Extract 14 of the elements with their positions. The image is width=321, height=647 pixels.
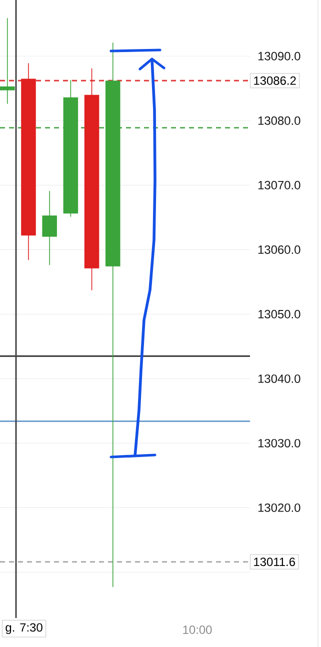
x-tick-label: 10:00	[183, 626, 212, 634]
y-tick-label: 13060.0	[258, 245, 300, 254]
candlestick	[0, 18, 15, 104]
y-tick-label: 13050.0	[258, 310, 300, 318]
candlestick	[42, 190, 57, 266]
ref-line-label: 13011.6	[254, 558, 295, 566]
y-tick-label: 13020.0	[258, 503, 300, 512]
y-tick-label: 13030.0	[258, 438, 300, 448]
y-tick-label: 13070.0	[258, 180, 300, 190]
y-tick-label: 13040.0	[258, 374, 300, 383]
ref-line-label: 13086.2	[254, 76, 296, 85]
y-tick-label: 13080.0	[258, 116, 300, 125]
y-tick-label: 13090.0	[258, 52, 300, 60]
text: g. 7:30	[6, 623, 42, 634]
